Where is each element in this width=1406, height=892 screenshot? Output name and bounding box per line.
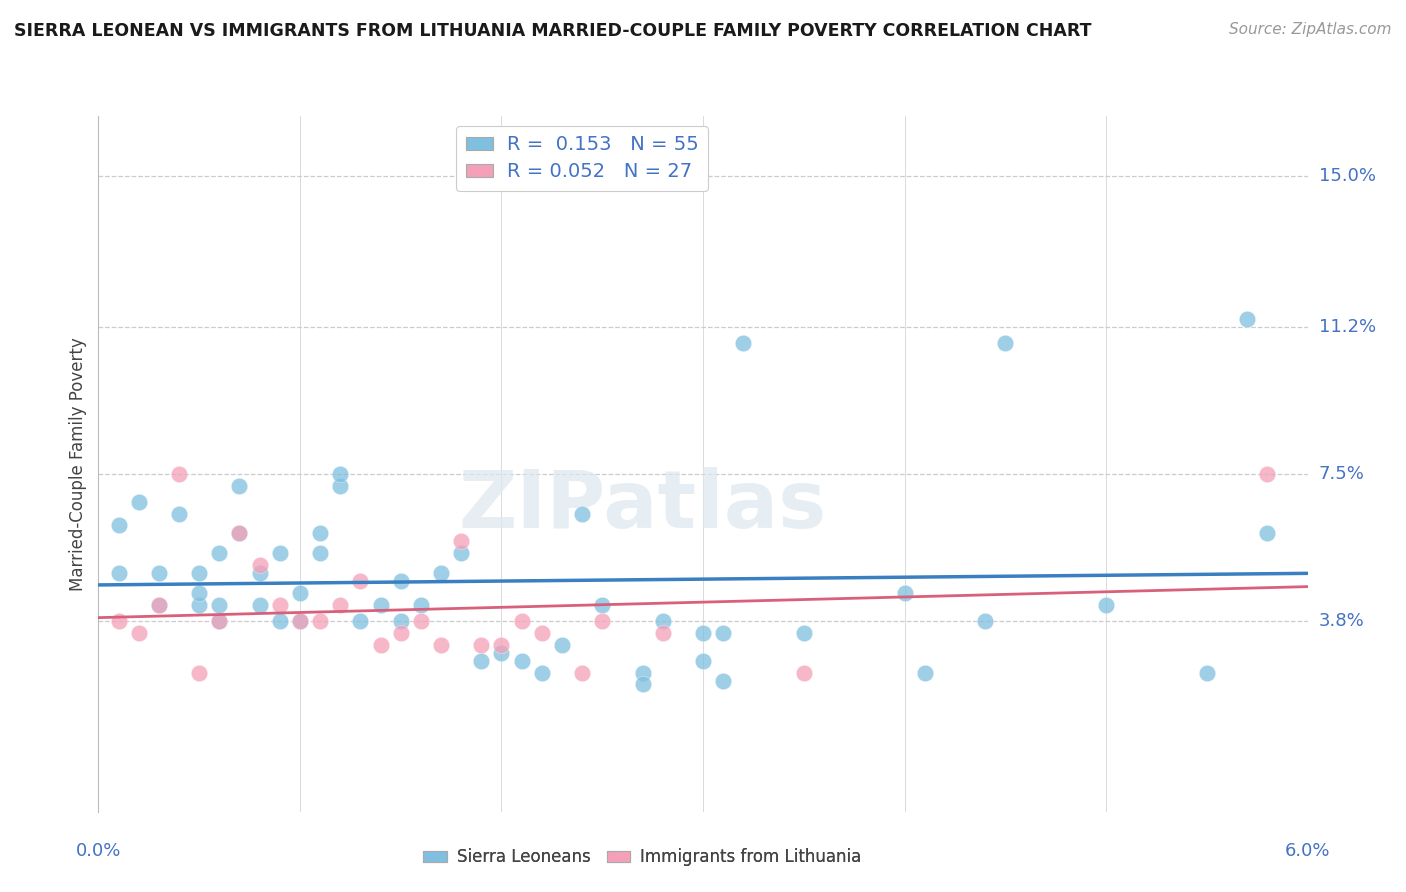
Point — [148, 598, 170, 612]
Point — [1256, 526, 1278, 541]
Point — [349, 614, 371, 628]
Point — [249, 598, 271, 612]
Point — [389, 574, 412, 588]
Point — [551, 638, 574, 652]
Point — [631, 677, 654, 691]
Point — [309, 614, 332, 628]
Point — [188, 598, 211, 612]
Point — [491, 646, 513, 660]
Point — [370, 638, 392, 652]
Point — [389, 625, 412, 640]
Point — [167, 467, 190, 481]
Text: Source: ZipAtlas.com: Source: ZipAtlas.com — [1229, 22, 1392, 37]
Point — [249, 558, 271, 573]
Point — [530, 625, 553, 640]
Point — [329, 598, 352, 612]
Point — [470, 654, 492, 668]
Point — [167, 507, 190, 521]
Point — [793, 665, 815, 680]
Point — [148, 566, 170, 581]
Point — [510, 654, 533, 668]
Text: 3.8%: 3.8% — [1319, 612, 1364, 630]
Point — [631, 665, 654, 680]
Text: ZIPatlas: ZIPatlas — [458, 467, 827, 545]
Point — [269, 614, 291, 628]
Point — [914, 665, 936, 680]
Point — [571, 507, 593, 521]
Point — [269, 546, 291, 560]
Y-axis label: Married-Couple Family Poverty: Married-Couple Family Poverty — [69, 337, 87, 591]
Point — [470, 638, 492, 652]
Point — [893, 586, 915, 600]
Point — [107, 614, 129, 628]
Point — [974, 614, 997, 628]
Point — [389, 614, 412, 628]
Point — [530, 665, 553, 680]
Point — [249, 566, 271, 581]
Text: 7.5%: 7.5% — [1319, 465, 1365, 483]
Point — [107, 518, 129, 533]
Point — [208, 546, 231, 560]
Point — [491, 638, 513, 652]
Point — [450, 546, 472, 560]
Text: SIERRA LEONEAN VS IMMIGRANTS FROM LITHUANIA MARRIED-COUPLE FAMILY POVERTY CORREL: SIERRA LEONEAN VS IMMIGRANTS FROM LITHUA… — [14, 22, 1091, 40]
Point — [1095, 598, 1118, 612]
Point — [329, 479, 352, 493]
Point — [288, 614, 311, 628]
Point — [651, 625, 673, 640]
Point — [571, 665, 593, 680]
Point — [1236, 311, 1258, 326]
Point — [692, 654, 714, 668]
Point — [793, 625, 815, 640]
Text: 15.0%: 15.0% — [1319, 167, 1375, 185]
Point — [349, 574, 371, 588]
Point — [1256, 467, 1278, 481]
Text: 6.0%: 6.0% — [1285, 842, 1330, 860]
Point — [228, 479, 250, 493]
Point — [309, 546, 332, 560]
Point — [409, 598, 432, 612]
Point — [148, 598, 170, 612]
Text: 0.0%: 0.0% — [76, 842, 121, 860]
Point — [208, 598, 231, 612]
Point — [370, 598, 392, 612]
Point — [188, 586, 211, 600]
Point — [309, 526, 332, 541]
Point — [128, 625, 150, 640]
Point — [409, 614, 432, 628]
Point — [208, 614, 231, 628]
Point — [288, 614, 311, 628]
Legend: Sierra Leoneans, Immigrants from Lithuania: Sierra Leoneans, Immigrants from Lithuan… — [416, 842, 869, 873]
Point — [288, 586, 311, 600]
Point — [107, 566, 129, 581]
Point — [228, 526, 250, 541]
Point — [269, 598, 291, 612]
Point — [1195, 665, 1218, 680]
Point — [692, 625, 714, 640]
Point — [188, 566, 211, 581]
Point — [510, 614, 533, 628]
Point — [994, 335, 1017, 350]
Point — [430, 566, 453, 581]
Point — [733, 335, 755, 350]
Text: 11.2%: 11.2% — [1319, 318, 1376, 335]
Point — [450, 534, 472, 549]
Point — [188, 665, 211, 680]
Point — [651, 614, 673, 628]
Point — [128, 494, 150, 508]
Point — [591, 598, 613, 612]
Point — [430, 638, 453, 652]
Point — [711, 673, 734, 688]
Point — [208, 614, 231, 628]
Point — [591, 614, 613, 628]
Point — [711, 625, 734, 640]
Point — [228, 526, 250, 541]
Point — [329, 467, 352, 481]
